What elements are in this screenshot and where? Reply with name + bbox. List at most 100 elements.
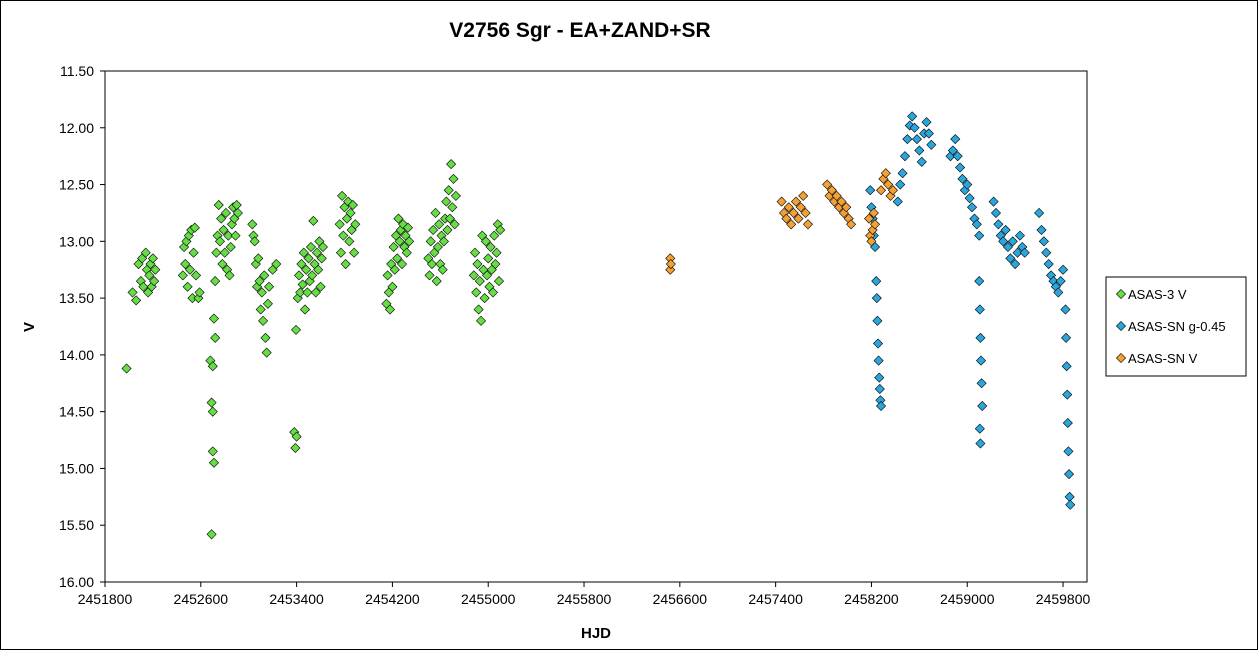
data-point xyxy=(798,190,809,201)
data-point xyxy=(394,236,405,247)
legend-items: ASAS-3 V ASAS-SN g-0.45 ASAS-SN V xyxy=(1115,287,1226,366)
data-point xyxy=(1062,417,1073,429)
y-tick-label: 14.50 xyxy=(59,404,94,420)
data-point xyxy=(293,270,305,281)
data-point xyxy=(874,383,885,394)
x-tick-label: 2451800 xyxy=(78,591,133,607)
data-point xyxy=(253,253,264,264)
data-point xyxy=(144,270,155,281)
data-point xyxy=(1065,499,1076,510)
data-point xyxy=(392,253,403,264)
data-point xyxy=(971,219,982,230)
legend-label: ASAS-SN V xyxy=(1128,351,1198,366)
data-point xyxy=(428,224,439,236)
data-point xyxy=(1043,259,1054,270)
data-point xyxy=(301,264,312,275)
data-point xyxy=(1053,287,1064,298)
data-point xyxy=(310,287,321,298)
data-point xyxy=(308,215,319,226)
data-point xyxy=(295,287,306,298)
data-point xyxy=(424,270,435,281)
data-point xyxy=(1064,469,1075,480)
data-point xyxy=(258,315,269,326)
data-point xyxy=(138,281,149,292)
data-point xyxy=(1034,207,1045,218)
y-tick-label: 15.00 xyxy=(59,460,94,476)
data-point xyxy=(800,207,811,218)
data-point xyxy=(230,230,241,241)
data-point xyxy=(990,207,1002,218)
data-point xyxy=(826,185,837,196)
data-point xyxy=(873,338,884,349)
data-point xyxy=(480,236,491,247)
data-point xyxy=(872,315,883,326)
data-point xyxy=(786,219,797,230)
data-point xyxy=(316,253,327,264)
data-point xyxy=(988,196,999,207)
data-point xyxy=(190,270,202,281)
data-point xyxy=(793,213,804,224)
data-point xyxy=(998,236,1009,247)
data-point xyxy=(975,355,987,366)
data-point xyxy=(264,281,275,292)
data-point xyxy=(790,196,802,207)
data-point xyxy=(219,247,230,258)
data-point xyxy=(1055,276,1066,287)
data-point xyxy=(897,168,908,179)
data-point xyxy=(217,259,228,270)
data-point xyxy=(188,247,199,258)
data-point xyxy=(194,287,205,298)
data-point xyxy=(788,207,799,218)
data-point xyxy=(182,281,193,292)
data-point xyxy=(974,230,985,241)
data-point xyxy=(846,219,857,230)
data-point xyxy=(1014,230,1025,241)
data-point xyxy=(338,230,349,241)
x-tick-label: 2459800 xyxy=(1036,591,1091,607)
data-point xyxy=(337,190,348,201)
data-point xyxy=(977,400,988,412)
x-axis: 2451800 2452600 2453400 2454200 2455000 24558… xyxy=(78,582,1091,607)
data-point xyxy=(207,446,218,457)
data-point xyxy=(1061,332,1072,343)
data-point xyxy=(224,270,235,281)
data-point xyxy=(921,117,932,128)
data-point xyxy=(388,241,399,253)
data-point xyxy=(871,293,882,304)
data-point xyxy=(864,213,875,224)
data-point xyxy=(1007,236,1018,247)
data-point xyxy=(313,264,324,275)
data-point xyxy=(345,207,356,218)
data-point xyxy=(967,202,978,213)
data-point xyxy=(177,270,188,281)
data-point xyxy=(296,259,307,270)
data-point xyxy=(207,406,218,417)
data-point xyxy=(895,179,906,190)
data-point xyxy=(259,270,270,281)
data-point xyxy=(232,207,243,218)
data-point xyxy=(340,259,351,270)
data-point xyxy=(225,241,236,253)
data-point xyxy=(1063,446,1074,457)
data-point xyxy=(396,259,408,270)
data-point xyxy=(315,281,326,292)
data-point xyxy=(1061,361,1072,372)
data-point xyxy=(916,156,927,167)
data-point xyxy=(335,247,346,258)
data-point xyxy=(214,236,225,247)
y-axis: 11.50 12.00 12.50 13.00 13.50 14.00 14.50 15.00… xyxy=(59,63,105,590)
data-point xyxy=(892,196,903,207)
legend-marker xyxy=(1115,320,1127,332)
data-point xyxy=(975,438,986,449)
data-point xyxy=(185,264,196,275)
data-point xyxy=(483,253,494,264)
data-point xyxy=(1000,224,1011,236)
data-point xyxy=(911,134,922,145)
data-point xyxy=(489,230,500,241)
series-asas-sn-v xyxy=(665,168,899,275)
data-point xyxy=(875,400,887,412)
data-point xyxy=(432,241,443,253)
data-point xyxy=(866,236,877,247)
data-point xyxy=(254,276,265,287)
data-point xyxy=(468,270,479,281)
